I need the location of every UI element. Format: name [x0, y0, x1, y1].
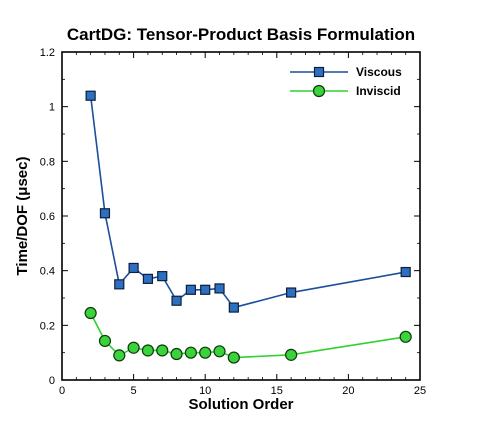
- data-point-viscous: [157, 271, 168, 282]
- y-tick-label: 0: [49, 375, 55, 387]
- data-point-viscous: [214, 283, 225, 294]
- plot-frame: [61, 51, 421, 381]
- series-line-viscous: [89, 95, 406, 309]
- data-point-inviscid: [227, 351, 240, 364]
- data-point-viscous: [114, 279, 125, 290]
- data-point-viscous: [85, 90, 96, 101]
- data-point-viscous: [200, 284, 211, 295]
- y-tick-label: 0.4: [40, 266, 55, 278]
- data-point-viscous: [228, 302, 239, 313]
- chart-title: CartDG: Tensor-Product Basis Formulation: [67, 25, 415, 44]
- x-tick-label: 25: [414, 385, 426, 397]
- legend-marker-inviscid: [312, 84, 326, 98]
- data-point-inviscid: [170, 347, 183, 361]
- x-tick-label: 20: [342, 385, 354, 397]
- data-point-inviscid: [127, 341, 140, 354]
- data-point-inviscid: [184, 346, 197, 359]
- legend-label-inviscid: Inviscid: [356, 84, 401, 98]
- data-point-viscous: [171, 295, 182, 306]
- data-point-inviscid: [213, 345, 226, 358]
- data-point-inviscid: [84, 306, 97, 320]
- axis-ticks: 0 5 10 15 20 25 0 0.2 0.4 0.6 0.8 1 1.2: [40, 47, 426, 397]
- x-tick-label: 0: [59, 385, 65, 397]
- data-point-inviscid: [285, 348, 298, 361]
- y-tick-label: 0.6: [40, 211, 55, 223]
- legend-marker-viscous: [313, 66, 325, 78]
- y-tick-label: 1.2: [40, 47, 55, 59]
- data-point-inviscid: [156, 344, 169, 357]
- data-point-viscous: [286, 287, 297, 298]
- legend-label-viscous: Viscous: [356, 65, 402, 79]
- x-tick-label: 5: [131, 385, 137, 397]
- legend: Viscous Inviscid: [290, 65, 402, 98]
- x-axis-label: Solution Order: [189, 396, 294, 413]
- data-point-viscous: [185, 284, 196, 295]
- data-point-inviscid: [113, 349, 126, 362]
- data-point-inviscid: [399, 330, 412, 343]
- data-point-inviscid: [199, 346, 212, 359]
- data-point-viscous: [142, 273, 154, 284]
- y-axis-label: Time/DOF (μsec): [14, 157, 31, 276]
- data-point-viscous: [128, 262, 139, 274]
- x-tick-label: 15: [271, 385, 283, 397]
- data-point-viscous: [99, 208, 111, 219]
- y-tick-label: 0.2: [40, 320, 55, 332]
- data-point-viscous: [400, 266, 411, 278]
- data-point-inviscid: [141, 344, 155, 357]
- y-tick-label: 0.8: [40, 156, 55, 168]
- x-tick-label: 10: [199, 385, 211, 397]
- y-tick-label: 1: [49, 102, 55, 114]
- series-layer: [84, 90, 412, 364]
- data-point-inviscid: [98, 334, 112, 348]
